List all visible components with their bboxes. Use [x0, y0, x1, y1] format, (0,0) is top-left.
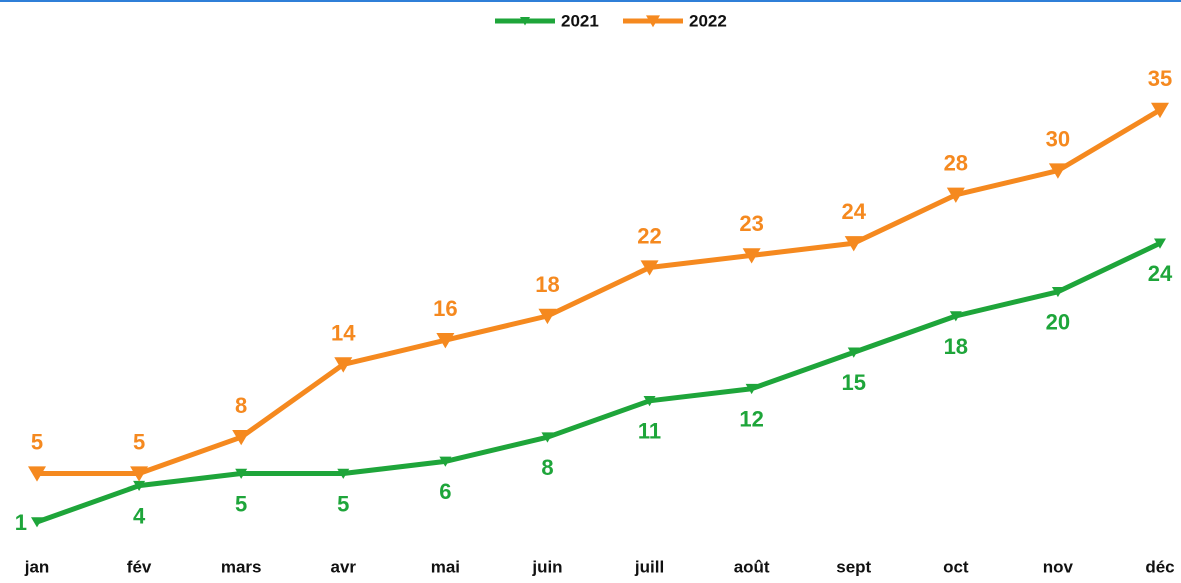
- series-line: [37, 107, 1162, 477]
- data-label: 8: [235, 393, 247, 418]
- data-label: 11: [638, 419, 661, 444]
- point-marker: [1151, 102, 1169, 119]
- x-tick-label: déc: [1145, 557, 1174, 576]
- point-marker: [232, 429, 251, 446]
- x-tick-label: avr: [331, 557, 357, 576]
- point-marker: [643, 396, 656, 407]
- series-line: [36, 241, 1162, 525]
- data-label: 20: [1046, 310, 1070, 335]
- data-label: 5: [235, 491, 247, 516]
- data-label: 1: [15, 510, 27, 535]
- data-label: 18: [535, 272, 559, 297]
- data-label: 5: [337, 491, 349, 516]
- point-marker: [130, 466, 149, 482]
- x-tick-label: juin: [531, 557, 562, 576]
- x-tick-label: oct: [943, 557, 969, 576]
- x-tick-label: sept: [836, 557, 871, 576]
- point-marker: [949, 311, 962, 322]
- data-label: 23: [739, 211, 763, 236]
- point-marker: [745, 383, 758, 395]
- x-tick-label: juill: [634, 557, 664, 576]
- point-marker: [742, 248, 761, 264]
- data-label: 24: [1148, 261, 1173, 286]
- legend-label: 2022: [689, 11, 727, 30]
- data-label: 12: [739, 407, 763, 432]
- data-label: 35: [1148, 66, 1172, 91]
- x-tick-label: fév: [127, 557, 152, 576]
- data-label: 6: [439, 479, 451, 504]
- point-marker: [847, 347, 860, 358]
- x-tick-label: mai: [431, 557, 460, 576]
- point-marker: [844, 236, 863, 252]
- data-label: 30: [1046, 126, 1070, 151]
- point-marker: [640, 260, 659, 276]
- data-label: 24: [841, 199, 866, 224]
- data-label: 14: [331, 320, 356, 345]
- point-marker: [1051, 286, 1064, 298]
- point-marker: [337, 468, 350, 479]
- x-tick-label: jan: [24, 557, 50, 576]
- data-label: 16: [433, 296, 457, 321]
- data-label: 5: [133, 429, 145, 454]
- x-tick-label: août: [734, 557, 770, 576]
- point-marker: [334, 357, 353, 373]
- point-marker: [1154, 238, 1166, 249]
- point-marker: [235, 468, 248, 479]
- data-label: 5: [31, 429, 43, 454]
- data-label: 28: [944, 151, 968, 176]
- point-marker: [439, 456, 452, 467]
- legend-marker: [520, 17, 530, 26]
- data-label: 18: [944, 334, 968, 359]
- point-marker: [31, 517, 43, 528]
- legend-marker: [646, 15, 660, 28]
- legend-label: 2021: [561, 11, 599, 30]
- x-tick-label: mars: [221, 557, 262, 576]
- data-label: 15: [841, 370, 865, 395]
- point-marker: [946, 187, 965, 203]
- top-border: [0, 0, 1181, 2]
- point-marker: [28, 466, 46, 482]
- data-label: 4: [133, 503, 146, 528]
- point-marker: [1048, 163, 1067, 179]
- point-marker: [541, 432, 554, 443]
- point-marker: [436, 333, 455, 349]
- point-marker: [133, 480, 146, 492]
- data-label: 22: [637, 223, 661, 248]
- data-label: 8: [541, 455, 553, 480]
- x-tick-label: nov: [1043, 557, 1074, 576]
- point-marker: [538, 308, 557, 325]
